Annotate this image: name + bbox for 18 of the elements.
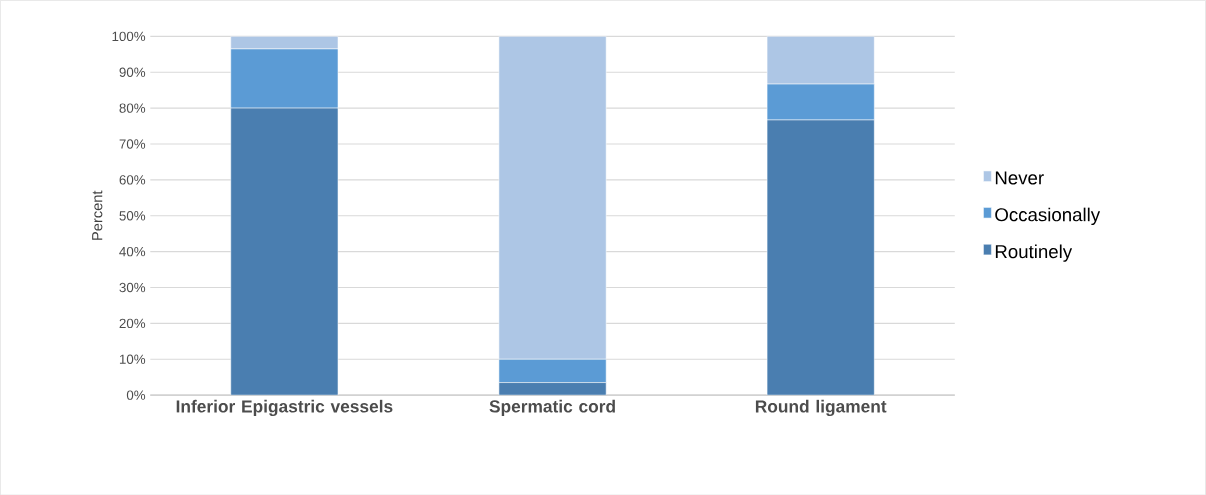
legend-label: Never <box>995 171 1044 185</box>
y-tick-label: 0% <box>126 390 146 400</box>
y-tick-label: 50% <box>119 210 146 221</box>
y-tick-label: 40% <box>119 246 146 257</box>
y-tick-label: 100% <box>112 31 146 41</box>
x-tick-label: Spermatic cord <box>489 399 615 416</box>
x-tick-label: Round ligament <box>755 399 887 416</box>
x-tick-label: Inferior Epigastric vessels <box>176 399 393 416</box>
y-tick-label: 90% <box>119 67 146 77</box>
y-tick-label: 30% <box>119 282 146 292</box>
y-axis-title: Percent <box>92 190 103 240</box>
y-tick-label: 80% <box>119 103 146 113</box>
y-tick-label: 20% <box>119 318 146 328</box>
y-tick-label: 60% <box>119 174 146 185</box>
legend-label: Occasionally <box>995 207 1101 225</box>
y-tick-label: 70% <box>119 139 146 149</box>
y-tick-label: 10% <box>119 354 146 364</box>
legend-label: Routinely <box>995 244 1073 262</box>
